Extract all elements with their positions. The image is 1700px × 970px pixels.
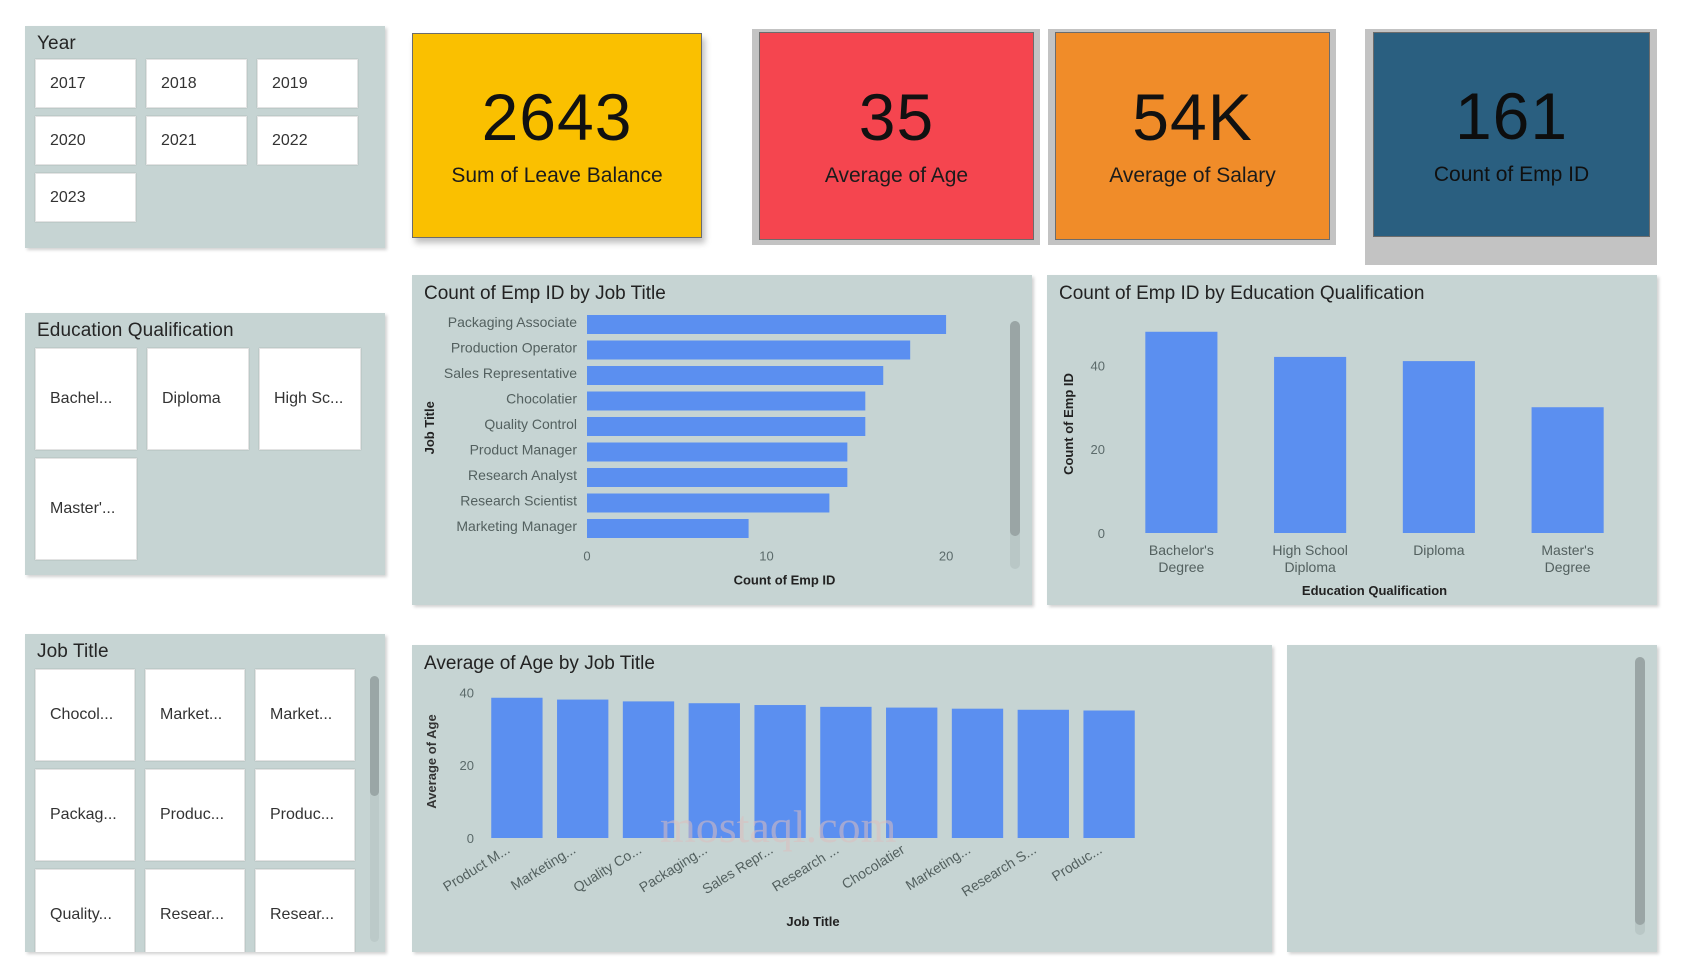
chart-title-average-age-by-job-title: Average of Age by Job Title	[424, 653, 655, 674]
year-slicer-items[interactable]: 2017 2018 2019 2020 2021 2022 2023	[25, 55, 385, 230]
svg-text:Degree: Degree	[1545, 559, 1591, 575]
svg-text:Chocolatier: Chocolatier	[839, 841, 908, 892]
slicer-item-education-bachelors[interactable]: Bachel...	[35, 348, 137, 450]
svg-text:Average of Age: Average of Age	[424, 714, 439, 808]
svg-text:0: 0	[583, 549, 590, 564]
chart-canvas-count-emp-by-job-title: Packaging Associate Production Operator Sa…	[422, 314, 953, 588]
svg-text:Degree: Degree	[1158, 559, 1204, 575]
chart-count-emp-by-job-title-panel[interactable]: Count of Emp ID by Job Title Packaging A…	[412, 275, 1032, 605]
slicer-item-job-research-1[interactable]: Resear...	[145, 869, 245, 952]
svg-text:Education Qualification: Education Qualification	[1302, 583, 1447, 598]
svg-text:20: 20	[939, 549, 953, 564]
kpi-card-average-salary[interactable]: 54K Average of Salary	[1055, 32, 1330, 240]
slicer-item-year-2017[interactable]: 2017	[35, 59, 136, 108]
svg-text:Production Operator: Production Operator	[451, 340, 577, 356]
svg-text:40: 40	[1091, 358, 1105, 373]
kpi-card-average-age[interactable]: 35 Average of Age	[759, 32, 1034, 240]
slicer-item-job-research-2[interactable]: Resear...	[255, 869, 355, 952]
slicer-item-job-marketing-2[interactable]: Market...	[255, 669, 355, 761]
chart-average-age-by-job-title-panel[interactable]: Average of Age by Job Title 0 20 40 Product…	[412, 645, 1272, 952]
kpi-label-average-salary: Average of Salary	[1109, 164, 1276, 187]
kpi-card-leave-balance[interactable]: 2643 Sum of Leave Balance	[412, 33, 702, 238]
svg-text:Sales Representative: Sales Representative	[444, 365, 577, 381]
svg-text:20: 20	[460, 758, 474, 773]
slicer-item-year-2021[interactable]: 2021	[146, 116, 247, 165]
slicer-item-job-production-2[interactable]: Produc...	[255, 769, 355, 861]
svg-text:20: 20	[1091, 442, 1105, 457]
chart-vertical-scrollbar[interactable]	[1010, 321, 1020, 569]
svg-text:Diploma: Diploma	[1284, 559, 1336, 575]
slicer-item-year-2019[interactable]: 2019	[257, 59, 358, 108]
job-title-slicer-items[interactable]: Chocol... Market... Market... Packag... …	[25, 663, 375, 952]
slicer-item-education-masters[interactable]: Master'...	[35, 458, 137, 560]
svg-text:Product Manager: Product Manager	[470, 442, 578, 458]
slicer-item-year-2023[interactable]: 2023	[35, 173, 136, 222]
svg-text:Marketing Manager: Marketing Manager	[456, 518, 577, 534]
education-slicer-items[interactable]: Bachel... Diploma High Sc... Master'...	[25, 342, 385, 568]
chart-canvas-average-age-by-job-title: 0 20 40 Product M...Marketing...Quality Co.…	[424, 685, 1135, 929]
svg-text:Research S...: Research S...	[958, 841, 1038, 900]
svg-text:Master's: Master's	[1541, 542, 1593, 558]
job-title-slicer-title: Job Title	[37, 641, 109, 662]
kpi-value-count-emp-id: 161	[1454, 78, 1569, 153]
svg-text:Packaging Associate: Packaging Associate	[448, 314, 577, 330]
slicer-item-year-2022[interactable]: 2022	[257, 116, 358, 165]
svg-text:Sales Repr...: Sales Repr...	[699, 841, 775, 897]
svg-text:Research Scientist: Research Scientist	[460, 493, 577, 509]
svg-text:Quality Control: Quality Control	[484, 416, 577, 432]
svg-text:Count of Emp ID: Count of Emp ID	[734, 573, 836, 588]
svg-text:Research ...: Research ...	[769, 841, 841, 895]
svg-text:Marketing...: Marketing...	[508, 841, 579, 893]
svg-text:Produc...: Produc...	[1049, 841, 1105, 884]
svg-text:Product M...: Product M...	[440, 841, 512, 895]
svg-text:Diploma: Diploma	[1413, 542, 1465, 558]
svg-text:Packaging...: Packaging...	[636, 841, 710, 895]
kpi-label-average-age: Average of Age	[824, 164, 969, 187]
svg-text:Chocolatier: Chocolatier	[506, 391, 577, 407]
svg-text:High School: High School	[1272, 542, 1348, 558]
svg-text:40: 40	[460, 685, 474, 700]
kpi-value-leave-balance: 2643	[481, 79, 633, 154]
year-slicer-title: Year	[37, 33, 76, 54]
education-slicer-title: Education Qualification	[37, 320, 234, 341]
slicer-item-year-2018[interactable]: 2018	[146, 59, 247, 108]
job-title-slicer-panel[interactable]: Job Title Chocol... Market... Market... …	[25, 634, 385, 952]
slicer-item-job-production-1[interactable]: Produc...	[145, 769, 245, 861]
svg-text:10: 10	[759, 549, 773, 564]
job-title-slicer-scrollbar[interactable]	[370, 676, 379, 942]
slicer-item-education-high-school[interactable]: High Sc...	[259, 348, 361, 450]
svg-text:Research Analyst: Research Analyst	[468, 467, 577, 483]
svg-text:Job Title: Job Title	[422, 401, 437, 454]
kpi-label-leave-balance: Sum of Leave Balance	[451, 163, 663, 187]
slicer-item-year-2020[interactable]: 2020	[35, 116, 136, 165]
year-slicer-panel[interactable]: Year 2017 2018 2019 2020 2021 2022 2023	[25, 26, 385, 248]
kpi-value-average-age: 35	[858, 80, 935, 154]
svg-text:0: 0	[467, 831, 474, 846]
kpi-label-count-emp-id: Count of Emp ID	[1433, 162, 1590, 186]
svg-text:Quality Co...: Quality Co...	[570, 841, 644, 895]
chart-title-count-emp-by-education: Count of Emp ID by Education Qualificati…	[1059, 283, 1425, 304]
slicer-item-job-chocolatier[interactable]: Chocol...	[35, 669, 135, 761]
svg-text:Job Title: Job Title	[786, 914, 839, 929]
gender-table-panel[interactable]: Gender icon Count of Gender	[1287, 645, 1657, 952]
svg-text:0: 0	[1098, 526, 1105, 541]
slicer-item-education-diploma[interactable]: Diploma	[147, 348, 249, 450]
svg-text:Count of Emp ID: Count of Emp ID	[1061, 373, 1076, 475]
gender-table-scrollbar[interactable]	[1635, 657, 1645, 935]
slicer-item-job-marketing-1[interactable]: Market...	[145, 669, 245, 761]
kpi-card-count-emp-id[interactable]: 161 Count of Emp ID	[1373, 32, 1650, 237]
kpi-value-average-salary: 54K	[1132, 80, 1253, 154]
slicer-item-job-quality[interactable]: Quality...	[35, 869, 135, 952]
slicer-item-job-packaging[interactable]: Packag...	[35, 769, 135, 861]
svg-text:Bachelor's: Bachelor's	[1149, 542, 1214, 558]
education-qualification-slicer-panel[interactable]: Education Qualification Bachel... Diplom…	[25, 313, 385, 575]
chart-count-emp-by-education-panel[interactable]: Count of Emp ID by Education Qualificati…	[1047, 275, 1657, 605]
chart-title-count-emp-by-job-title: Count of Emp ID by Job Title	[424, 283, 666, 304]
